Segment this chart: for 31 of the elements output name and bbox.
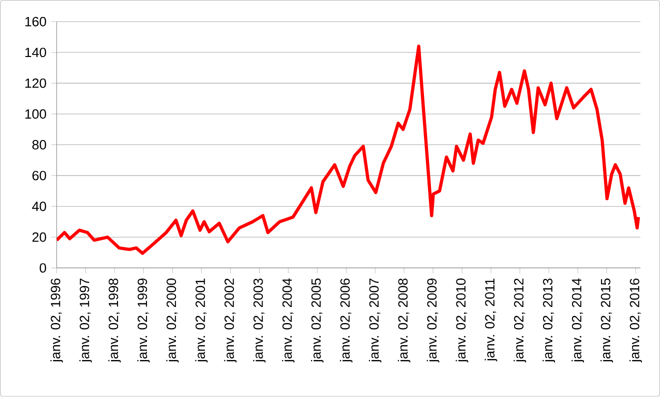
- x-tick-label: janv. 02, 2000: [166, 278, 179, 363]
- x-tick-label: janv. 02, 1997: [79, 278, 92, 363]
- y-tick-label: 120: [25, 78, 46, 88]
- x-tick-label: janv. 02, 2001: [195, 278, 208, 363]
- line-series: [56, 44, 640, 256]
- x-tick-label: janv. 02, 2014: [572, 278, 584, 363]
- x-tick-label: janv. 02, 2004: [282, 278, 295, 363]
- x-tick-label: janv. 02, 2016: [629, 278, 642, 363]
- y-tick-label: 60: [32, 170, 46, 180]
- y-tick-label: 140: [25, 48, 46, 58]
- x-tick-label: janv. 02, 2008: [398, 278, 410, 363]
- y-tick-label: 40: [32, 202, 46, 212]
- y-tick-label: 100: [25, 109, 46, 119]
- x-tick-label: janv. 02, 2005: [311, 278, 324, 363]
- x-tick-label: janv. 02, 2002: [224, 278, 237, 363]
- x-tick-label: janv. 02, 2003: [253, 278, 266, 363]
- y-tick-label: 80: [32, 140, 46, 150]
- y-tick-label: 0: [40, 263, 46, 273]
- y-tick-label: 20: [32, 232, 46, 242]
- x-tick-label: janv. 02, 2011: [484, 278, 498, 362]
- x-tick-label: janv. 02, 2009: [426, 278, 440, 363]
- x-tick-label: janv. 02, 2012: [514, 278, 526, 363]
- x-tick-label: janv. 02, 2006: [340, 278, 352, 363]
- x-tick-label: janv. 02, 1999: [137, 278, 150, 363]
- x-tick-label: janv. 02, 1998: [108, 278, 121, 363]
- x-tick-label: janv. 02, 1996: [50, 278, 63, 363]
- y-tick-label: 160: [25, 17, 46, 26]
- x-tick-label: janv. 02, 2007: [368, 278, 382, 363]
- x-tick-label: janv. 02, 2013: [542, 278, 556, 363]
- x-tick-label: janv. 02, 2010: [456, 278, 468, 363]
- x-tick-label: janv. 02, 2015: [600, 278, 613, 363]
